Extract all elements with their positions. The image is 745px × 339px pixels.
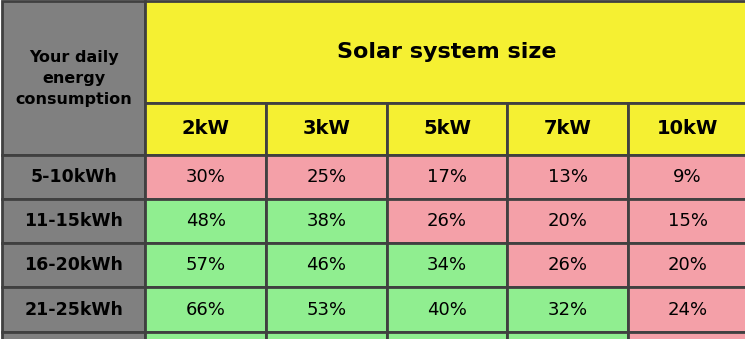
Text: 9%: 9% — [673, 168, 702, 186]
Text: 57%: 57% — [186, 256, 226, 275]
Bar — [2, 155, 145, 199]
Text: 11-15kWh: 11-15kWh — [25, 212, 123, 231]
Text: 5kW: 5kW — [423, 119, 471, 139]
Text: 16-20kWh: 16-20kWh — [25, 256, 123, 275]
Text: 25%: 25% — [306, 168, 346, 186]
Bar — [628, 287, 745, 332]
Bar — [628, 332, 745, 339]
Bar — [628, 103, 745, 155]
Text: 20%: 20% — [668, 256, 708, 275]
Bar — [387, 243, 507, 287]
Text: 7kW: 7kW — [544, 119, 592, 139]
Bar — [145, 243, 266, 287]
Text: 40%: 40% — [427, 300, 467, 319]
Bar — [628, 155, 745, 199]
Text: 30%: 30% — [186, 168, 226, 186]
Bar — [2, 199, 145, 243]
Text: 21-25kWh: 21-25kWh — [25, 300, 123, 319]
Text: 13%: 13% — [548, 168, 588, 186]
Text: Solar system size: Solar system size — [337, 42, 556, 62]
Bar — [2, 243, 145, 287]
Bar — [387, 287, 507, 332]
Bar — [507, 103, 628, 155]
Bar — [2, 332, 145, 339]
Text: 15%: 15% — [668, 212, 708, 231]
Bar — [628, 199, 745, 243]
Text: 26%: 26% — [548, 256, 588, 275]
Bar — [2, 287, 145, 332]
Bar — [2, 1, 145, 155]
Bar — [266, 332, 387, 339]
Bar — [145, 199, 266, 243]
Text: 17%: 17% — [427, 168, 467, 186]
Text: 5-10kWh: 5-10kWh — [31, 168, 117, 186]
Text: Your daily
energy
consumption: Your daily energy consumption — [16, 49, 132, 107]
Text: 48%: 48% — [186, 212, 226, 231]
Text: 46%: 46% — [306, 256, 346, 275]
Text: 20%: 20% — [548, 212, 588, 231]
Bar — [507, 243, 628, 287]
Bar — [387, 103, 507, 155]
Bar — [507, 155, 628, 199]
Bar — [507, 287, 628, 332]
Bar — [387, 332, 507, 339]
Text: 3kW: 3kW — [302, 119, 350, 139]
Text: 2kW: 2kW — [182, 119, 229, 139]
Bar — [145, 1, 745, 103]
Text: 24%: 24% — [668, 300, 708, 319]
Text: 26%: 26% — [427, 212, 467, 231]
Text: 34%: 34% — [427, 256, 467, 275]
Text: 53%: 53% — [306, 300, 346, 319]
Text: 38%: 38% — [306, 212, 346, 231]
Bar — [266, 243, 387, 287]
Text: 66%: 66% — [186, 300, 226, 319]
Text: 10kW: 10kW — [657, 119, 718, 139]
Bar — [266, 199, 387, 243]
Bar — [266, 287, 387, 332]
Bar — [507, 199, 628, 243]
Bar — [266, 103, 387, 155]
Bar — [507, 332, 628, 339]
Bar — [387, 199, 507, 243]
Text: 32%: 32% — [548, 300, 588, 319]
Bar — [145, 287, 266, 332]
Bar — [387, 155, 507, 199]
Bar — [628, 243, 745, 287]
Bar — [145, 103, 266, 155]
Bar — [145, 332, 266, 339]
Bar — [145, 155, 266, 199]
Bar — [266, 155, 387, 199]
